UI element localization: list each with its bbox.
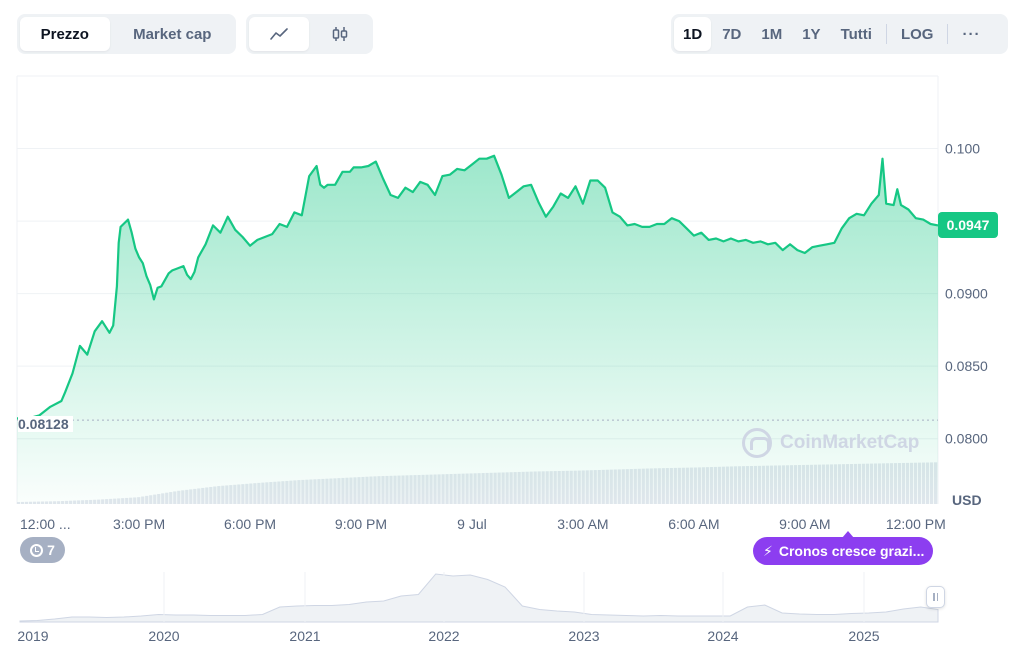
x-tick-label: 6:00 PM — [224, 516, 276, 532]
navigator-drag-handle[interactable] — [926, 586, 945, 608]
y-tick-label: 0.0900 — [945, 286, 988, 302]
navigator-area — [19, 572, 939, 623]
navigator-year-label: 2023 — [568, 628, 599, 644]
event-pointer — [842, 531, 854, 538]
range-7d-button[interactable]: 7D — [722, 25, 742, 43]
navigator-year-label: 2025 — [848, 628, 879, 644]
last-price-badge: 0.0947 — [938, 212, 998, 238]
log-scale-button[interactable]: LOG — [900, 25, 934, 43]
currency-label: USD — [952, 492, 982, 508]
tab-market-cap[interactable]: Market cap — [133, 25, 212, 43]
history-button[interactable]: 7 — [20, 537, 65, 563]
lightning-icon: ⚡ — [763, 542, 773, 559]
navigator-year-label: 2021 — [289, 628, 320, 644]
navigator-axis: 2019 2020 2021 2022 2023 2024 2025 — [17, 628, 879, 644]
price-chart[interactable]: 0.0800 0.0850 0.0900 0.100 12:00 ... 3:00 PM… — [0, 70, 1026, 540]
chart-type-toggle: Prezzo Market cap — [17, 14, 236, 54]
candlestick-button[interactable] — [311, 17, 371, 51]
y-axis: 0.0800 0.0850 0.0900 0.100 — [945, 141, 988, 447]
x-tick-label: 6:00 AM — [668, 516, 719, 532]
chart-toolbar: Prezzo Market cap 1D 7D 1M 1Y Tutti LOG … — [0, 0, 1026, 70]
navigator-year-label: 2020 — [148, 628, 179, 644]
history-count: 7 — [47, 542, 55, 558]
chart-style-toggle — [246, 14, 373, 54]
range-1m-button[interactable]: 1M — [761, 25, 783, 43]
y-tick-label: 0.100 — [945, 141, 980, 157]
price-line — [17, 154, 939, 420]
time-range-toggle: 1D 7D 1M 1Y Tutti LOG ··· — [671, 14, 1008, 54]
x-tick-label: 12:00 PM — [886, 516, 946, 532]
reference-price-label: 0.08128 — [18, 416, 73, 432]
x-tick-label: 9 Jul — [457, 516, 487, 532]
watermark: CoinMarketCap — [742, 428, 919, 458]
more-horizontal-icon[interactable]: ··· — [962, 25, 981, 43]
toolbar-divider — [947, 24, 949, 44]
coinmarketcap-logo-icon — [742, 428, 772, 458]
price-area — [17, 154, 939, 505]
tab-price[interactable]: Prezzo — [20, 17, 110, 51]
x-tick-label: 12:00 ... — [20, 516, 71, 532]
history-clock-icon — [30, 543, 44, 557]
y-tick-label: 0.0800 — [945, 431, 988, 447]
x-tick-label: 3:00 AM — [557, 516, 608, 532]
event-marker-button[interactable]: ⚡ Cronos cresce grazi... — [753, 537, 933, 565]
x-tick-label: 9:00 AM — [779, 516, 830, 532]
navigator-year-label: 2022 — [428, 628, 459, 644]
line-chart-button[interactable] — [249, 17, 309, 51]
y-tick-label: 0.0850 — [945, 358, 988, 374]
toolbar-divider — [885, 24, 887, 44]
range-navigator[interactable]: 2019 2020 2021 2022 2023 2024 2025 — [0, 566, 1026, 668]
range-1d-button[interactable]: 1D — [674, 17, 712, 51]
x-tick-label: 9:00 PM — [335, 516, 387, 532]
navigator-year-label: 2019 — [17, 628, 48, 644]
range-1y-button[interactable]: 1Y — [802, 25, 821, 43]
navigator-profile — [19, 573, 939, 623]
x-axis: 12:00 ... 3:00 PM 6:00 PM 9:00 PM 9 Jul 3:00 … — [20, 516, 946, 532]
range-all-button[interactable]: Tutti — [840, 25, 872, 43]
x-tick-label: 3:00 PM — [113, 516, 165, 532]
line-chart-icon — [269, 28, 288, 40]
navigator-year-label: 2024 — [707, 628, 738, 644]
watermark-text: CoinMarketCap — [780, 432, 920, 453]
event-label: Cronos cresce grazi... — [778, 543, 925, 559]
candlestick-icon — [333, 27, 348, 41]
